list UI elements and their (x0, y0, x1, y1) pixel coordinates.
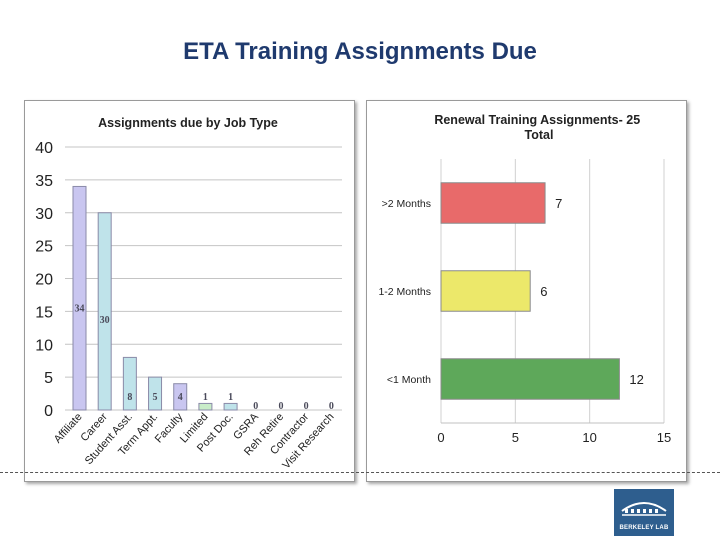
y-tick-label: 5 (44, 370, 53, 387)
bar (122, 356, 137, 411)
logo-text: BERKELEY LAB (619, 525, 669, 531)
data-label: 30 (100, 315, 110, 326)
chart-title-line-1: Renewal Training Assignments- 25 Total (434, 113, 643, 142)
chart-title-part-2: Total (525, 128, 554, 142)
y-tick-label: 10 (35, 337, 53, 354)
renewal-bar-chart: Renewal Training Assignments- 25 Total 0… (378, 113, 671, 445)
bar (223, 402, 238, 411)
data-label: 5 (153, 392, 158, 403)
data-label: 1 (203, 392, 208, 403)
bar (198, 402, 213, 411)
job-type-chart-panel: Assignments due by Job Type 0 5 10 15 20 25 30… (24, 100, 355, 482)
bar (72, 185, 87, 411)
data-label: 0 (329, 401, 334, 412)
y-tick-label: 15 (35, 304, 53, 321)
bar (97, 212, 112, 411)
data-label: 8 (127, 392, 132, 403)
x-tick-label: 10 (582, 430, 596, 445)
bar (440, 270, 531, 312)
y-tick-label: <1 Month (387, 374, 431, 386)
y-tick-label: 1-2 Months (378, 286, 431, 298)
berkeley-lab-logo: BERKELEY LAB (614, 489, 674, 536)
data-label: 0 (253, 401, 258, 412)
chart-title: Assignments due by Job Type (98, 116, 278, 130)
bar (148, 376, 163, 411)
bar (440, 358, 620, 400)
y-tick-label: 0 (44, 403, 53, 420)
y-tick-labels: >2 Months 1-2 Months <1 Month (378, 198, 431, 386)
data-label: 0 (304, 401, 309, 412)
bar (173, 383, 188, 411)
y-tick-label: 20 (35, 272, 53, 289)
y-tick-label: 35 (35, 173, 53, 190)
data-label: 34 (75, 304, 85, 315)
dashed-divider (0, 472, 720, 473)
y-tick-label: 25 (35, 239, 53, 256)
bars: 34 30 8 5 4 1 1 0 0 0 0 (72, 185, 334, 412)
renewal-chart-panel: Renewal Training Assignments- 25 Total 0… (366, 100, 687, 482)
slide-title: ETA Training Assignments Due (183, 38, 537, 65)
x-tick-label: 15 (657, 430, 671, 445)
job-type-bar-chart: Assignments due by Job Type 051015202530… (35, 116, 342, 472)
data-label: 6 (540, 284, 547, 299)
x-tick-labels: 0 5 10 15 (437, 430, 671, 445)
y-tick-label: 40 (35, 140, 53, 157)
data-label: 4 (178, 392, 183, 403)
x-tick-label: 0 (437, 430, 444, 445)
x-tick-label: 5 (512, 430, 519, 445)
data-label: 0 (278, 401, 283, 412)
data-label: 1 (228, 392, 233, 403)
y-tick-labels: 0 5 10 15 20 25 30 35 40 (35, 140, 53, 420)
y-tick-label: >2 Months (382, 198, 431, 210)
data-label: 7 (555, 196, 562, 211)
lab-building-icon (621, 502, 667, 516)
bars: 7 6 12 (440, 182, 644, 400)
bar (440, 182, 546, 224)
chart-title-part-1: Renewal Training Assignments- 25 (434, 113, 640, 127)
y-tick-label: 30 (35, 206, 53, 223)
data-label: 12 (629, 372, 643, 387)
x-tick-label: Affiliate (52, 411, 85, 446)
